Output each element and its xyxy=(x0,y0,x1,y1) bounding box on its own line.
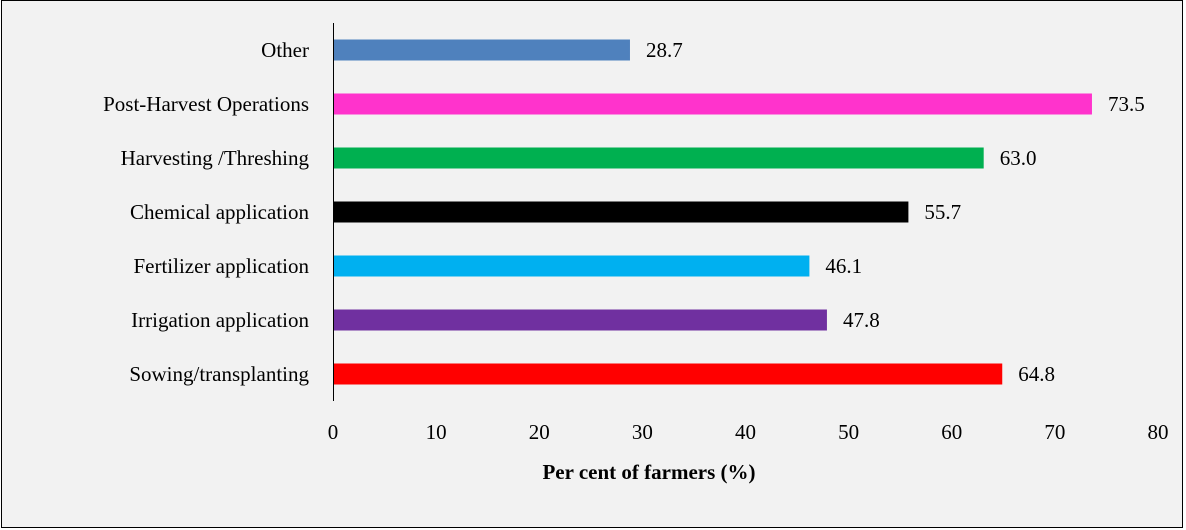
value-label-chemical-application: 55.7 xyxy=(924,200,961,224)
bar-sowing-transplanting xyxy=(334,363,1003,385)
bar-chemical-application xyxy=(334,201,909,223)
x-tick-label-0: 0 xyxy=(328,420,339,444)
x-tick-label-80: 80 xyxy=(1148,420,1169,444)
value-label-sowing-transplanting: 64.8 xyxy=(1018,362,1055,386)
x-axis-title: Per cent of farmers (%) xyxy=(542,460,755,484)
bars-group: 28.7 73.5 63.0 55.7 46.1 47.8 64.8 xyxy=(334,38,1145,386)
x-tick-label-20: 20 xyxy=(529,420,550,444)
x-tick-label-70: 70 xyxy=(1044,420,1065,444)
bar-fertilizer-application xyxy=(334,255,810,277)
value-label-other: 28.7 xyxy=(646,38,683,62)
value-label-harvesting-threshing: 63.0 xyxy=(1000,146,1037,170)
x-tick-label-30: 30 xyxy=(632,420,653,444)
x-tick-label-60: 60 xyxy=(941,420,962,444)
x-tick-label-40: 40 xyxy=(735,420,756,444)
category-label-other: Other xyxy=(261,38,309,62)
category-label-chemical-application: Chemical application xyxy=(130,200,310,224)
category-label-fertilizer-application: Fertilizer application xyxy=(133,254,309,278)
x-tick-label-50: 50 xyxy=(838,420,859,444)
bar-harvesting-threshing xyxy=(334,147,984,169)
bar-other xyxy=(334,39,630,61)
value-label-post-harvest-operations: 73.5 xyxy=(1108,92,1145,116)
value-label-irrigation-application: 47.8 xyxy=(843,308,880,332)
bar-irrigation-application xyxy=(334,309,827,331)
value-label-fertilizer-application: 46.1 xyxy=(825,254,862,278)
category-label-post-harvest-operations: Post-Harvest Operations xyxy=(103,92,309,116)
x-tick-label-10: 10 xyxy=(426,420,447,444)
axis-group: Other Post-Harvest Operations Harvesting /… xyxy=(103,23,1169,444)
category-label-sowing-transplanting: Sowing/transplanting xyxy=(129,362,309,386)
category-label-harvesting-threshing: Harvesting /Threshing xyxy=(121,146,310,170)
category-label-irrigation-application: Irrigation application xyxy=(131,308,309,332)
bar-post-harvest-operations xyxy=(334,93,1092,115)
